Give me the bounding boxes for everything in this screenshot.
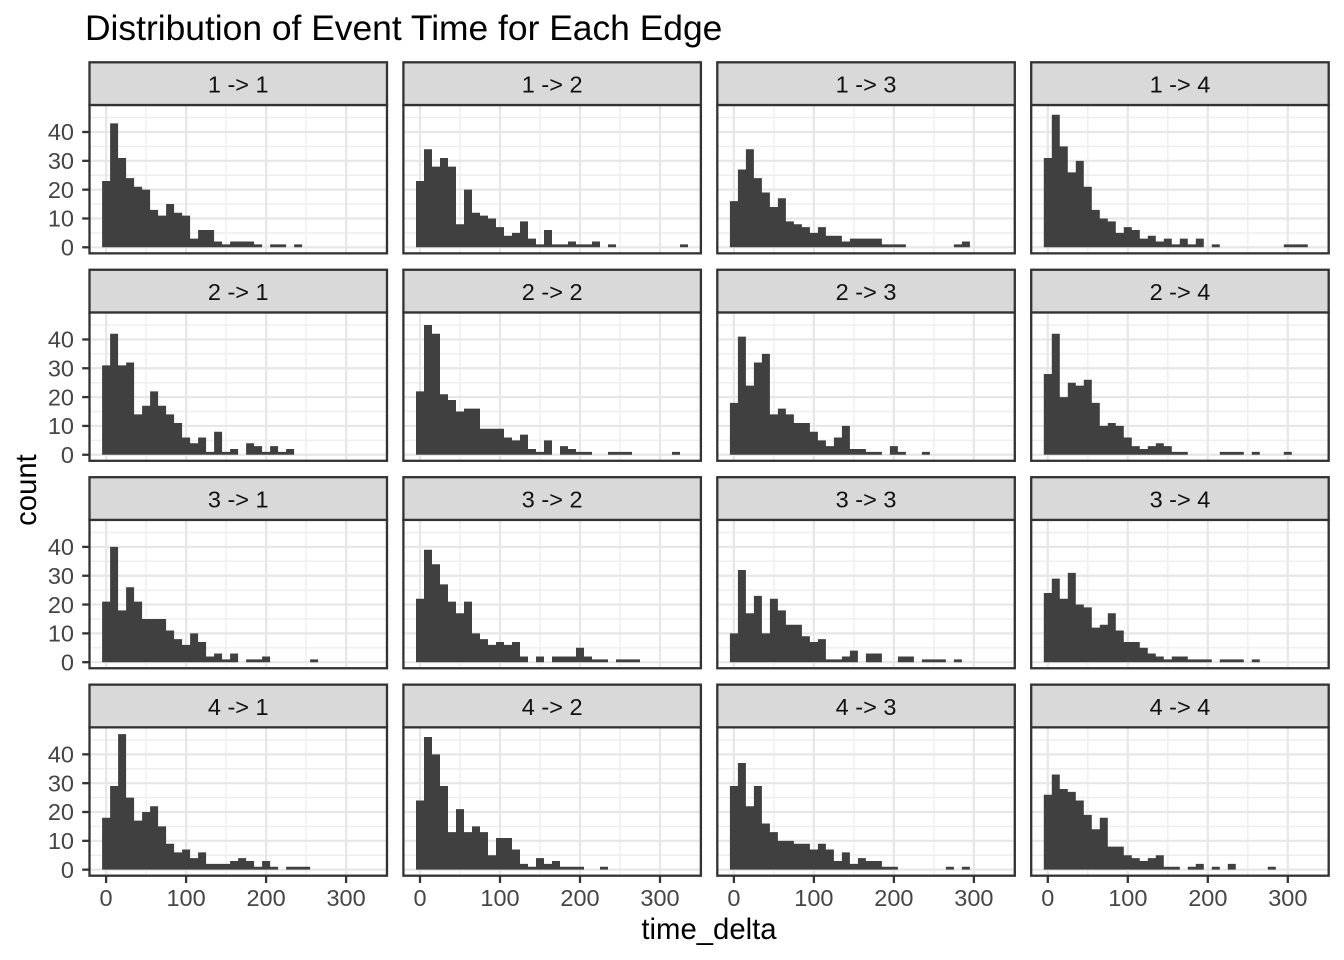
svg-text:200: 200 xyxy=(560,885,599,911)
svg-text:300: 300 xyxy=(954,885,993,911)
svg-text:200: 200 xyxy=(246,885,285,911)
svg-text:200: 200 xyxy=(874,885,913,911)
svg-text:3 -> 2: 3 -> 2 xyxy=(522,487,583,513)
svg-text:10: 10 xyxy=(48,413,74,439)
svg-text:30: 30 xyxy=(48,148,74,174)
svg-text:4 -> 1: 4 -> 1 xyxy=(208,694,269,720)
svg-text:30: 30 xyxy=(48,770,74,796)
svg-text:20: 20 xyxy=(48,592,74,618)
svg-text:3 -> 3: 3 -> 3 xyxy=(836,487,897,513)
svg-text:2 -> 1: 2 -> 1 xyxy=(208,279,269,305)
svg-text:0: 0 xyxy=(61,442,74,468)
svg-text:30: 30 xyxy=(48,355,74,381)
svg-text:1 -> 4: 1 -> 4 xyxy=(1150,72,1211,98)
svg-text:1 -> 2: 1 -> 2 xyxy=(522,72,583,98)
svg-text:count: count xyxy=(10,454,43,526)
svg-text:200: 200 xyxy=(1188,885,1227,911)
svg-text:4 -> 2: 4 -> 2 xyxy=(522,694,583,720)
svg-text:0: 0 xyxy=(1041,885,1054,911)
svg-text:4 -> 3: 4 -> 3 xyxy=(836,694,897,720)
svg-text:10: 10 xyxy=(48,621,74,647)
svg-text:100: 100 xyxy=(166,885,205,911)
svg-text:Distribution of Event Time for: Distribution of Event Time for Each Edge xyxy=(85,8,722,48)
svg-text:4 -> 4: 4 -> 4 xyxy=(1150,694,1211,720)
svg-text:1 -> 3: 1 -> 3 xyxy=(836,72,897,98)
svg-text:2 -> 4: 2 -> 4 xyxy=(1150,279,1211,305)
svg-text:3 -> 4: 3 -> 4 xyxy=(1150,487,1211,513)
svg-text:0: 0 xyxy=(413,885,426,911)
svg-text:300: 300 xyxy=(640,885,679,911)
svg-text:300: 300 xyxy=(1268,885,1307,911)
svg-text:time_delta: time_delta xyxy=(641,913,777,946)
svg-text:20: 20 xyxy=(48,799,74,825)
svg-text:100: 100 xyxy=(1108,885,1147,911)
svg-text:0: 0 xyxy=(61,857,74,883)
svg-text:2 -> 3: 2 -> 3 xyxy=(836,279,897,305)
svg-text:100: 100 xyxy=(480,885,519,911)
svg-text:20: 20 xyxy=(48,177,74,203)
svg-text:30: 30 xyxy=(48,563,74,589)
svg-text:300: 300 xyxy=(326,885,365,911)
svg-text:1 -> 1: 1 -> 1 xyxy=(208,72,269,98)
svg-text:10: 10 xyxy=(48,206,74,232)
svg-text:0: 0 xyxy=(61,649,74,675)
svg-text:10: 10 xyxy=(48,828,74,854)
svg-text:100: 100 xyxy=(794,885,833,911)
svg-text:3 -> 1: 3 -> 1 xyxy=(208,487,269,513)
svg-text:40: 40 xyxy=(48,327,74,353)
svg-text:2 -> 2: 2 -> 2 xyxy=(522,279,583,305)
svg-text:40: 40 xyxy=(48,534,74,560)
svg-text:0: 0 xyxy=(727,885,740,911)
svg-text:40: 40 xyxy=(48,119,74,145)
svg-text:40: 40 xyxy=(48,742,74,768)
svg-text:20: 20 xyxy=(48,384,74,410)
svg-text:0: 0 xyxy=(100,885,113,911)
svg-text:0: 0 xyxy=(61,235,74,261)
